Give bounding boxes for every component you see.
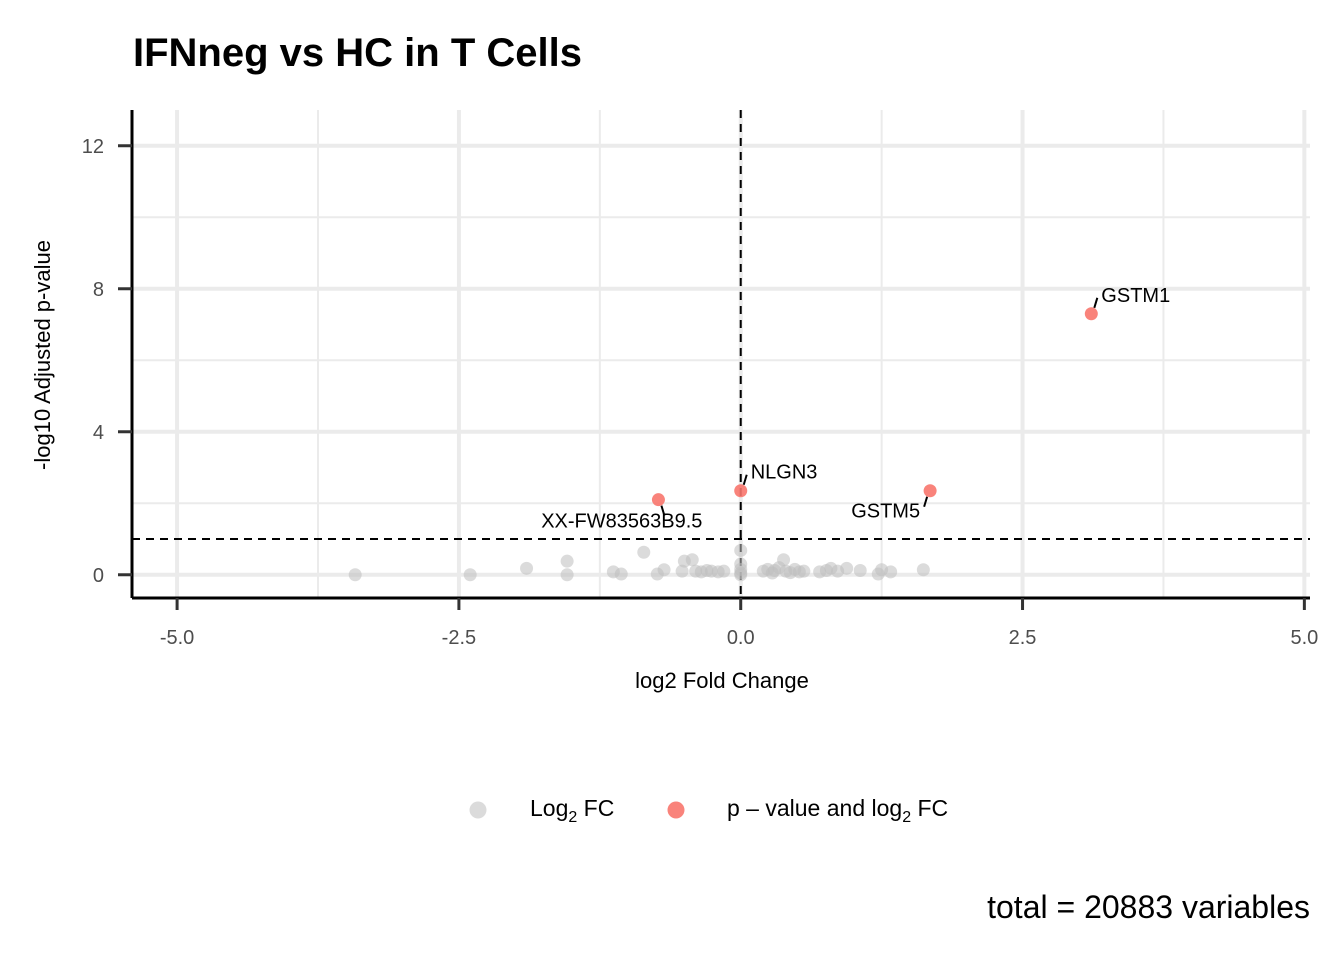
x-tick-label: -2.5	[442, 627, 476, 649]
legend-marker	[667, 801, 685, 819]
label-connector	[742, 474, 748, 486]
grid-minor	[132, 110, 1310, 598]
x-axis-title: log2 Fold Change	[635, 668, 809, 693]
ns-point	[614, 567, 628, 581]
sig-point	[1084, 307, 1098, 321]
point-label: NLGN3	[751, 462, 818, 484]
ns-point	[685, 553, 699, 567]
label-connector	[1093, 297, 1099, 309]
y-tick-label: 12	[82, 136, 104, 158]
ns-point	[853, 563, 867, 577]
point-labels: GSTM1 GSTM5 NLGN3 XX-FW83563B9.5	[541, 285, 1170, 533]
label-connector	[660, 505, 666, 516]
ns-point	[797, 564, 811, 578]
ns-point	[884, 565, 898, 579]
data-points	[348, 307, 1098, 582]
x-axis-ticks: -5.0 -2.5 0.0 2.5 5.0	[160, 598, 1318, 649]
legend: Log2 FC p – value and log2 FC	[469, 795, 948, 826]
ns-point	[777, 553, 791, 567]
grid-major	[132, 110, 1310, 598]
x-tick-label: 5.0	[1290, 627, 1318, 649]
ns-point	[637, 545, 651, 559]
y-tick-label: 8	[93, 279, 104, 301]
ns-point	[560, 554, 574, 568]
sig-point	[734, 484, 748, 498]
y-axis-title: -log10 Adjusted p-value	[30, 240, 55, 470]
ns-point	[840, 561, 854, 575]
ns-point	[675, 564, 689, 578]
ns-point	[560, 568, 574, 582]
point-label: GSTM1	[1101, 285, 1170, 307]
plot-area: GSTM1 GSTM5 NLGN3 XX-FW83563B9.5	[130, 110, 1310, 600]
label-connector	[923, 496, 929, 508]
x-tick-label: 2.5	[1009, 627, 1037, 649]
ns-point	[717, 564, 731, 578]
sig-point	[651, 493, 665, 507]
sig-point	[923, 484, 937, 498]
legend-marker	[469, 801, 487, 819]
ns-point	[734, 543, 748, 557]
legend-label: Log2 FC	[530, 795, 614, 826]
ns-point	[520, 561, 534, 575]
axes	[130, 110, 1310, 600]
y-axis-ticks: 0 4 8 12	[82, 136, 132, 587]
chart-title: IFNneg vs HC in T Cells	[133, 31, 582, 75]
legend-label: p – value and log2 FC	[727, 795, 948, 826]
x-tick-label: 0.0	[727, 627, 755, 649]
ns-point	[734, 568, 748, 582]
point-label: GSTM5	[851, 501, 920, 523]
y-tick-label: 4	[93, 422, 104, 444]
cutoff-lines	[132, 110, 1310, 598]
ns-point	[463, 568, 477, 582]
ns-point	[916, 563, 930, 577]
y-tick-label: 0	[93, 565, 104, 587]
point-label: XX-FW83563B9.5	[541, 511, 702, 533]
x-tick-label: -5.0	[160, 627, 194, 649]
caption: total = 20883 variables	[987, 889, 1310, 925]
ns-point	[348, 568, 362, 582]
ns-point	[657, 563, 671, 577]
